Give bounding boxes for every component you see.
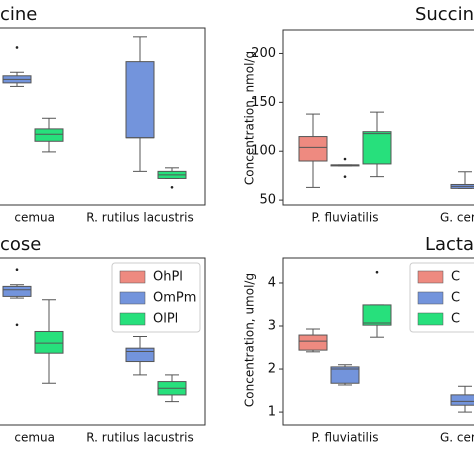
box: [362, 131, 392, 165]
x-tick-label: G. cer: [440, 211, 474, 225]
x-tick-label: P. fluviatilis: [312, 211, 379, 225]
legend-label: C: [451, 270, 460, 285]
flier: [170, 186, 174, 189]
box: [125, 347, 155, 363]
plot-frame: [282, 29, 474, 206]
x-tick-label: R. rutilus lacustris: [86, 431, 194, 445]
y-tick-label: 2: [268, 362, 276, 377]
box: [34, 330, 64, 354]
y-axis-label: Concentration, umol/g: [243, 273, 257, 407]
panel-title: Lacta: [425, 234, 474, 255]
box: [450, 394, 474, 406]
panel-title: Succin: [415, 4, 474, 25]
legend-swatch: [417, 312, 444, 326]
x-tick-label: cemua: [14, 431, 55, 445]
x-tick-label: cemua: [14, 211, 55, 225]
y-tick-label: 1: [268, 405, 276, 420]
flier: [15, 323, 19, 327]
legend-label: OlPl: [153, 312, 178, 327]
y-tick-label: 50: [259, 193, 276, 208]
flier: [343, 175, 347, 178]
box: [362, 304, 392, 326]
box: [125, 61, 155, 139]
x-tick-label: R. rutilus lacustris: [86, 211, 194, 225]
legend-label: OhPl: [153, 270, 183, 285]
flier: [375, 270, 379, 274]
legend-swatch: [417, 270, 444, 284]
box: [330, 366, 360, 384]
panel-title: cine: [0, 4, 37, 25]
y-tick-label: 4: [268, 275, 276, 290]
flier: [15, 46, 19, 49]
y-tick-label: 150: [251, 95, 276, 110]
y-tick-label: 100: [251, 144, 276, 159]
flier: [343, 157, 347, 161]
y-axis-label: Concentration, nmol/g: [243, 51, 257, 185]
plot-frame: [0, 257, 206, 426]
x-tick-label: G. cer: [440, 431, 474, 445]
x-tick-label: P. fluviatilis: [312, 431, 379, 445]
box: [34, 128, 64, 142]
box: [298, 334, 328, 351]
legend-swatch: [119, 312, 146, 326]
flier: [15, 268, 19, 271]
legend-label: C: [451, 312, 460, 327]
legend-swatch: [119, 270, 146, 284]
y-tick-label: 200: [251, 46, 276, 61]
plot-frame: [282, 257, 474, 426]
plot-frame: [0, 27, 206, 206]
panel-title: cose: [0, 234, 41, 255]
legend-label: C: [451, 291, 460, 306]
legend-swatch: [417, 291, 444, 305]
box: [2, 285, 32, 297]
box: [298, 136, 328, 162]
legend-label: OmPm: [153, 291, 196, 306]
legend-swatch: [119, 291, 146, 305]
y-tick-label: 3: [268, 319, 276, 334]
